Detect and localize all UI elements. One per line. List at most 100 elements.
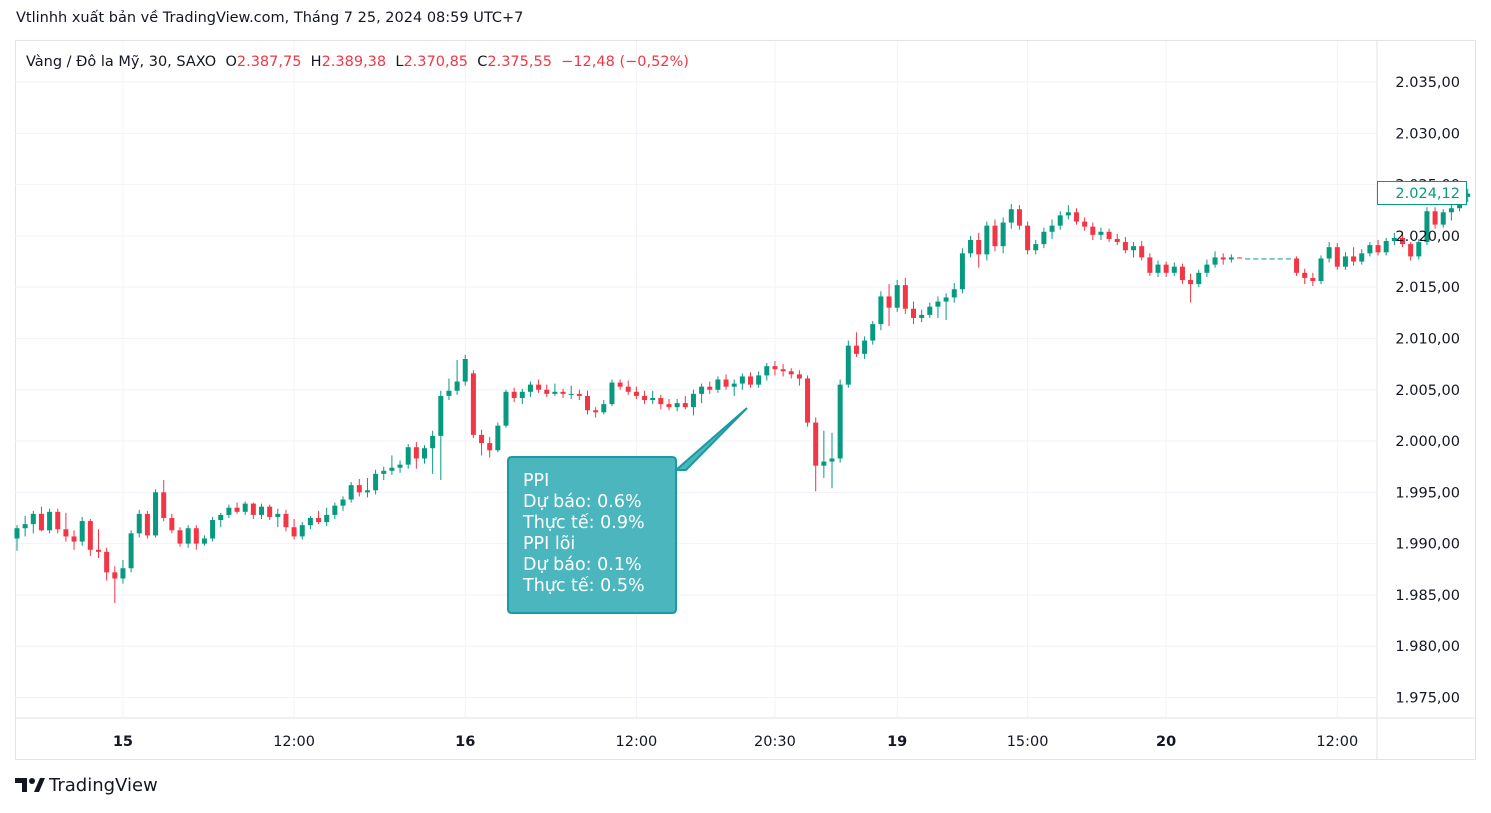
candle-body <box>479 434 485 444</box>
high-value: 2.389,38 <box>321 54 387 70</box>
candle-body <box>405 447 411 465</box>
x-tick-label: 15 <box>113 734 133 750</box>
candle-body <box>1310 277 1316 282</box>
close-label: C <box>477 54 488 70</box>
candle-body <box>813 422 819 466</box>
tradingview-logo-icon <box>15 778 45 792</box>
candle-body <box>1122 242 1128 251</box>
candles <box>14 188 1471 604</box>
candle-body <box>1359 253 1365 262</box>
candle-body <box>1033 244 1039 251</box>
close-value: 2.375,55 <box>487 54 552 70</box>
high-label: H <box>310 54 322 70</box>
candle-body <box>348 485 354 500</box>
candle-body <box>617 382 623 387</box>
candle-body <box>1155 264 1161 273</box>
candle-body <box>1375 245 1381 253</box>
change-value: −12,48 (−0,52%) <box>561 54 689 70</box>
candle-body <box>536 384 542 390</box>
candle-body <box>1074 212 1079 222</box>
candle-body <box>1016 209 1022 226</box>
candle-body <box>886 296 892 308</box>
candle-body <box>193 528 199 544</box>
candle-body <box>862 340 868 354</box>
y-tick-label: 2.015,00 <box>1395 280 1460 296</box>
grid-lines <box>15 41 1475 759</box>
candle-body <box>299 525 305 537</box>
x-tick-label: 12:00 <box>616 734 658 750</box>
candle-body <box>234 507 240 512</box>
brand-name: TradingView <box>49 775 158 796</box>
candle-body <box>666 404 672 408</box>
ohlc-legend: Vàng / Đô la Mỹ, 30, SAXO O2.387,75 H2.3… <box>26 54 689 70</box>
candle-body <box>438 395 444 436</box>
candle-body <box>739 376 745 384</box>
candle-body <box>1440 212 1446 225</box>
tradingview-brand[interactable]: TradingView <box>15 775 158 796</box>
candle-body <box>495 425 501 451</box>
candle-body <box>707 386 713 390</box>
candle-body <box>340 499 346 506</box>
candle-body <box>177 530 183 544</box>
x-tick-label: 12:00 <box>1316 734 1358 750</box>
candle-body <box>307 517 313 526</box>
x-tick-label: 20:30 <box>754 734 796 750</box>
candle-body <box>470 373 476 435</box>
candle-body <box>1318 258 1324 282</box>
candle-body <box>87 521 93 550</box>
candle-body <box>185 528 191 544</box>
symbol-label[interactable]: Vàng / Đô la Mỹ, 30, SAXO <box>26 54 217 70</box>
candle-body <box>218 514 224 521</box>
callout-line: PPI <box>523 471 550 491</box>
candle-body <box>201 538 207 544</box>
x-tick-label: 16 <box>455 734 475 750</box>
candle-body <box>519 391 525 398</box>
chart-frame <box>15 40 1476 760</box>
candle-body <box>829 458 835 462</box>
candle-body <box>267 506 273 517</box>
y-tick-label: 2.020,00 <box>1395 229 1460 245</box>
candle-body <box>71 536 77 542</box>
candle-body <box>674 403 680 408</box>
candle-body <box>1367 245 1373 254</box>
y-tick-label: 1.990,00 <box>1395 537 1460 553</box>
candle-body <box>1008 209 1014 223</box>
candle-body <box>430 435 436 449</box>
candle-body <box>1057 215 1063 226</box>
candle-body <box>242 503 248 512</box>
price-axis: 2.035,002.030,002.025,002.020,002.015,00… <box>1395 75 1460 706</box>
candle-body <box>324 514 330 523</box>
candle-body <box>927 306 933 315</box>
candle-body <box>1139 246 1145 258</box>
candle-body <box>1237 257 1242 259</box>
candle-body <box>935 301 941 307</box>
candle-body <box>1334 247 1340 267</box>
candle-body <box>943 297 949 302</box>
x-tick-label: 20 <box>1156 734 1176 750</box>
candle-body <box>413 447 419 459</box>
candle-body <box>1465 193 1471 197</box>
candle-body <box>1147 257 1153 273</box>
candle-body <box>1391 237 1397 242</box>
candle-body <box>1383 241 1389 253</box>
candle-body <box>1163 264 1169 273</box>
candle-body <box>55 511 61 530</box>
candle-body <box>1253 258 1259 260</box>
callout-line: Thực tế: 0.9% <box>523 513 645 533</box>
candle-body <box>1326 247 1332 259</box>
candle-body <box>568 393 574 395</box>
candle-body <box>169 517 175 531</box>
candle-body <box>609 382 615 405</box>
y-tick-label: 2.010,00 <box>1395 331 1460 347</box>
candle-body <box>625 386 631 392</box>
candle-body <box>715 379 721 390</box>
candle-body <box>1131 246 1137 251</box>
candle-body <box>96 549 101 552</box>
last-price-badge: 2.024,12 <box>1377 181 1467 205</box>
candle-body <box>576 393 582 396</box>
candle-body <box>1049 225 1055 232</box>
candle-body <box>650 397 656 401</box>
low-label: L <box>395 54 404 70</box>
candle-body <box>690 393 696 408</box>
